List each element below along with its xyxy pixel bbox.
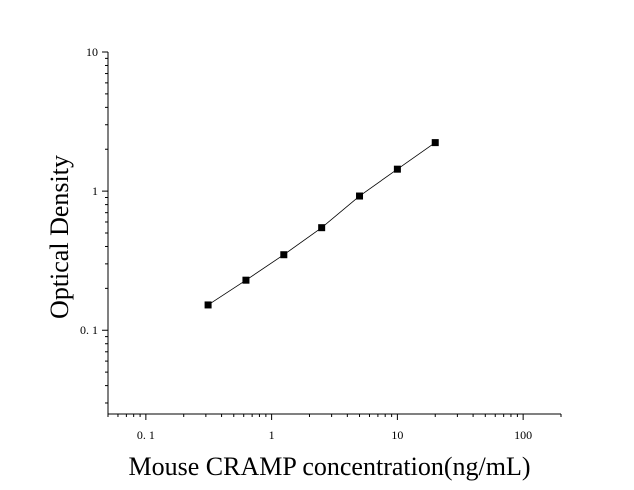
y-ticks: 0. 1 1 10 [80,45,108,404]
x-tick-label: 1 [269,428,275,442]
plot-data [204,139,439,309]
data-point [356,192,364,200]
y-axis-title: Optical Density [45,155,74,319]
x-tick-label: 100 [514,428,532,442]
x-ticks: 0. 1 1 10 100 [107,414,562,442]
y-tick-label: 1 [92,184,98,198]
y-tick-label: 10 [86,45,98,59]
x-tick-label: 10 [391,428,403,442]
data-point [204,301,212,309]
data-point [318,224,326,232]
y-tick-label: 0. 1 [80,323,98,337]
x-tick-label: 0. 1 [137,428,155,442]
x-axis-title: Mouse CRAMP concentration(ng/mL) [129,452,531,481]
fit-line [207,142,436,306]
data-point [393,165,401,173]
plot-axes: 0. 1 1 10 100 0. 1 1 10 [80,45,562,442]
data-point [280,251,288,259]
data-point [242,276,250,284]
data-point [431,139,439,147]
